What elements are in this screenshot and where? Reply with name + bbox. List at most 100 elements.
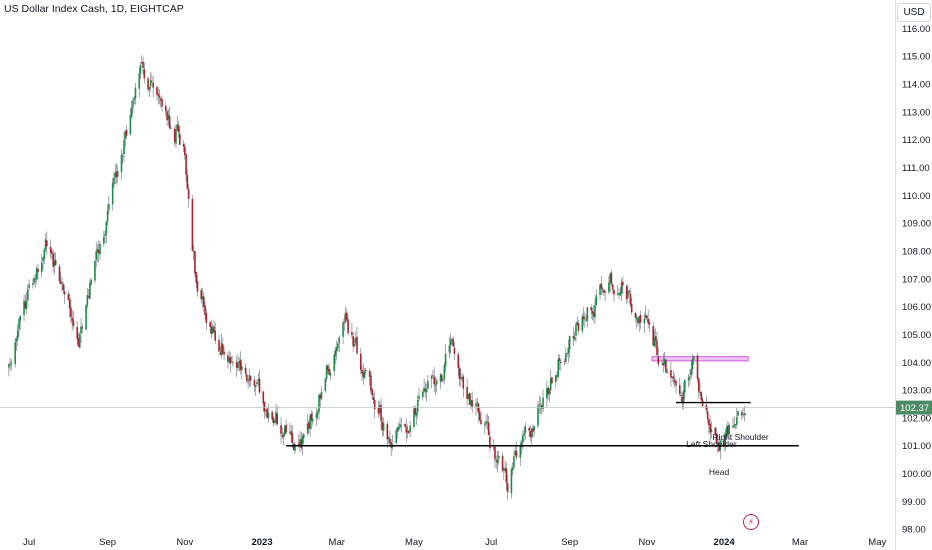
candle-body [556, 375, 558, 377]
candle-body [19, 316, 22, 321]
candle-body [301, 436, 304, 447]
candle-body [244, 367, 247, 374]
candle-body [204, 305, 206, 316]
candle-body [210, 326, 213, 334]
candle-body [148, 86, 151, 90]
candle-body [303, 434, 305, 438]
pattern-annotation: Left Shoulder [686, 439, 737, 449]
candle-body [196, 281, 199, 292]
candle-body [744, 413, 747, 415]
candle-body [687, 377, 690, 381]
candle-body [735, 417, 738, 425]
candle-body [656, 340, 658, 356]
candle-body [159, 98, 162, 101]
candle-body [427, 380, 429, 389]
candle-body [572, 335, 575, 339]
candle-body [478, 412, 481, 421]
candle-body [86, 295, 89, 306]
candle-body [710, 429, 713, 433]
candle-body [741, 412, 743, 416]
candle-body [524, 427, 527, 433]
candle-body [78, 334, 81, 349]
price-tick-label: 103.00 [902, 386, 931, 397]
candle-body [191, 198, 194, 251]
candle-body [275, 411, 277, 423]
candle-body [675, 381, 677, 386]
price-tick-label: 105.00 [902, 330, 931, 341]
candle-body [132, 100, 134, 108]
candle-body [728, 424, 730, 435]
price-tick-label: 114.00 [902, 80, 930, 91]
candle-body [665, 359, 667, 372]
candle-body [462, 376, 465, 389]
candle-body [222, 344, 224, 353]
candle-body [229, 357, 232, 364]
resistance-zone[interactable] [651, 356, 749, 362]
candle-body [28, 284, 30, 288]
candle-body [175, 129, 177, 144]
time-tick-label: Mar [792, 537, 808, 548]
candle-body [276, 413, 279, 425]
candle-body [387, 437, 390, 439]
candle-body [506, 483, 509, 493]
candle-body [408, 431, 410, 433]
lightning-bolt-icon[interactable]: ⚡ [743, 514, 759, 530]
candle-body [308, 422, 310, 429]
candle-body [230, 361, 233, 363]
candle-body [590, 307, 592, 311]
candle-body [513, 456, 515, 468]
candle-body [44, 239, 47, 250]
candle-body [362, 371, 365, 377]
candle-body [90, 279, 92, 285]
candle-body [691, 359, 694, 370]
candle-body [389, 438, 391, 444]
candle-body [575, 324, 577, 336]
candle-body [125, 129, 128, 136]
candle-body [142, 61, 144, 68]
candle-body [504, 467, 506, 472]
candle-body [297, 443, 300, 446]
candle-body [265, 409, 267, 411]
candle-body [291, 433, 294, 443]
candle-body [637, 318, 639, 323]
currency-button[interactable]: USD [897, 3, 931, 22]
candle-body [294, 444, 296, 451]
candle-body [733, 424, 736, 428]
candle-body [76, 326, 79, 340]
candle-body [185, 154, 187, 175]
candle-body [461, 376, 463, 380]
candle-body [34, 278, 37, 280]
candle-body [246, 374, 248, 382]
candle-body [496, 459, 499, 463]
candle-body [201, 296, 204, 299]
candle-body [124, 131, 127, 140]
candle-body [67, 294, 70, 301]
time-axis[interactable]: Jul Sep Nov 2023 Mar May Jul Sep Nov 2024 Mar May [23, 537, 886, 548]
candle-body [627, 291, 629, 298]
candle-body [425, 389, 428, 393]
candle-body [577, 323, 580, 331]
time-tick-label: Jul [485, 537, 497, 548]
candle-body [161, 99, 163, 107]
price-axis[interactable]: 98.00 99.00 100.00 101.00 102.00 103.00 104.00… [895, 0, 932, 550]
price-tick-label: 99.00 [902, 497, 926, 508]
candle-body [522, 435, 524, 443]
trend-lines-layer[interactable] [286, 401, 799, 447]
candle-body [727, 425, 729, 435]
candle-body [489, 436, 491, 449]
candle-body [604, 291, 606, 293]
candle-body [381, 421, 384, 431]
candle-body [213, 326, 215, 333]
candle-body [272, 417, 275, 424]
candle-body [568, 335, 571, 350]
candle-body [511, 467, 514, 471]
candle-body [547, 387, 549, 395]
candle-body [42, 257, 44, 262]
candle-body [152, 82, 154, 88]
candle-body [586, 307, 589, 321]
candle-body [121, 155, 124, 157]
candle-body [441, 374, 443, 381]
candle-body [346, 312, 348, 321]
candle-body [406, 430, 409, 432]
